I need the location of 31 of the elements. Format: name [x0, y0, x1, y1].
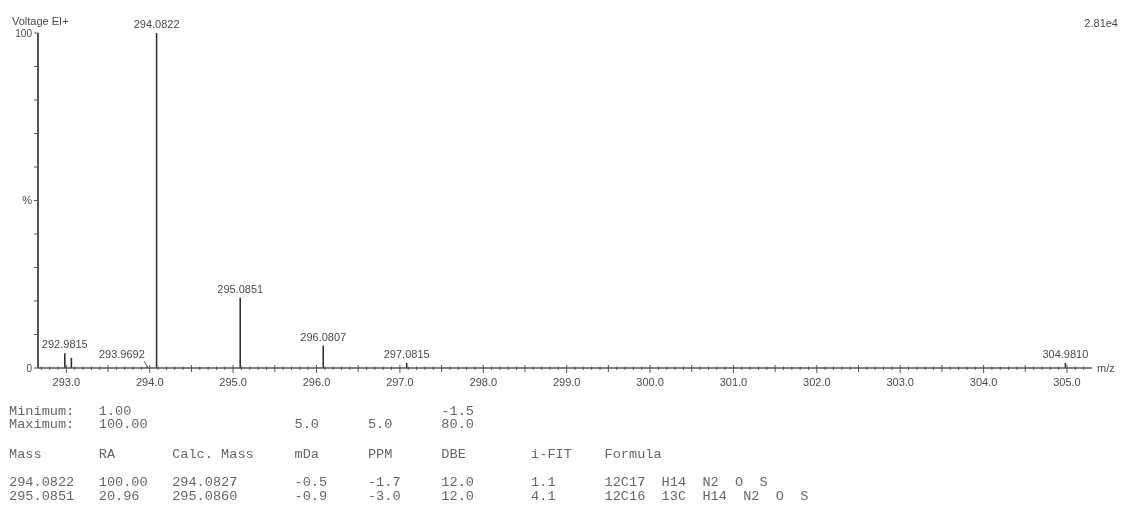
- x-tick-label: 295.0: [219, 376, 247, 388]
- text: 295.0851 20.96 295.0860 -0.9 -3.0 12.0 4.1 12C16 13C H14 N2 O S: [9, 489, 809, 504]
- x-tick-label: 293.0: [52, 376, 81, 388]
- text: 294.0822 100.00 294.0827 -0.5 -1.7 12.0 1.1 12C17 H14 N2 O S: [9, 475, 768, 490]
- x-tick-label: 296.0: [302, 376, 331, 388]
- x-tick-label: 302.0: [803, 376, 831, 388]
- text: Minimum: 1.00 -1.5: [9, 404, 474, 419]
- annotation: 294.0822: [133, 18, 180, 30]
- annotation: 292.9815: [41, 338, 88, 351]
- x-tick-label: 294.0: [135, 376, 164, 388]
- x-tick-label: 298.0: [469, 376, 498, 388]
- text: Mass RA Calc. Mass mDa PPM DBE i-FIT Formula: [9, 447, 662, 462]
- x-tick-label: 300.0: [636, 376, 664, 388]
- annotation: 296.0807: [300, 330, 347, 343]
- annotation: 304.9810: [1042, 347, 1089, 360]
- x-axis-title: m/z: [1097, 362, 1115, 374]
- x-tick-label: 301.0: [719, 376, 748, 388]
- x-tick-label: 303.0: [886, 376, 914, 388]
- x-tick-label: 304.0: [969, 376, 998, 388]
- y-tick-label: 100: [15, 27, 33, 39]
- annotation: 293.9692: [98, 348, 145, 361]
- text: 2.81e4: [1084, 17, 1118, 29]
- y-tick-label: 0: [26, 362, 33, 374]
- text: Maximum: 100.00 5.0 5.0 80.0: [9, 417, 474, 432]
- annotation: 295.0851: [217, 282, 264, 295]
- x-tick-label: 305.0: [1053, 376, 1081, 388]
- x-tick-label: 299.0: [552, 376, 581, 388]
- x-tick-label: 297.0: [386, 376, 414, 388]
- annotation: 297.0815: [383, 347, 430, 360]
- y-axis-title: %: [22, 194, 33, 207]
- chart-title: Voltage EI+: [12, 15, 69, 27]
